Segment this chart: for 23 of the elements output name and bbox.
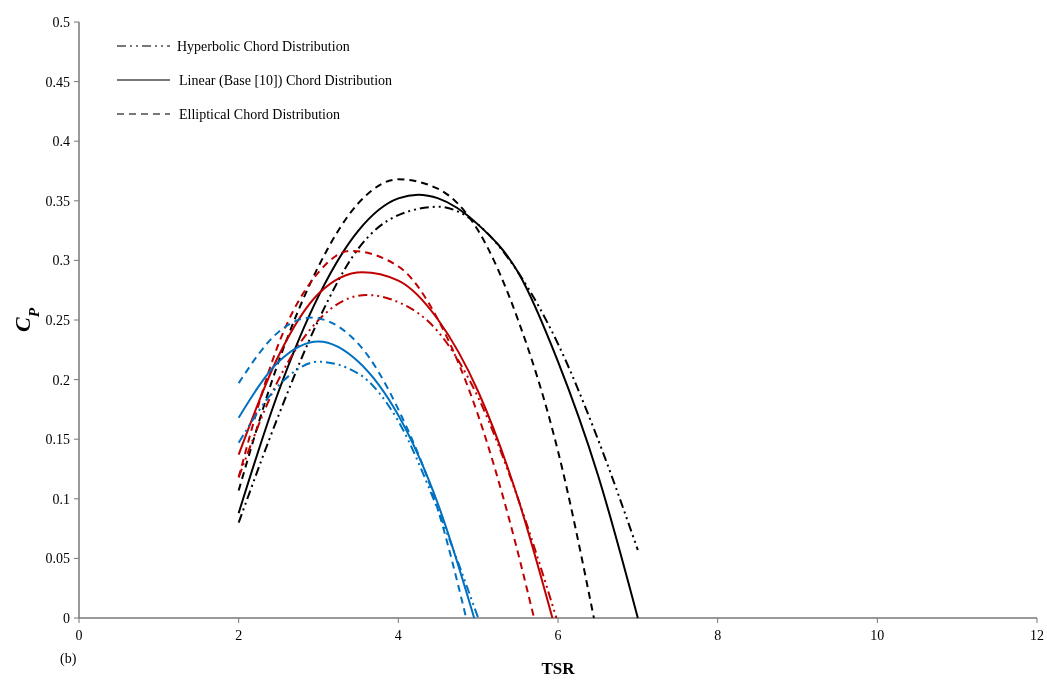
x-tick-label: 12 — [1030, 628, 1044, 643]
y-tick-label: 0.2 — [52, 372, 70, 388]
y-tick-label: 0 — [63, 611, 70, 626]
x-tick-label: 6 — [554, 628, 562, 643]
y-tick-label: 0.5 — [52, 15, 70, 30]
x-axis-title: TSR — [541, 659, 576, 678]
y-tick-label: 0.3 — [52, 253, 70, 269]
annotation: Hyperbolic Chord Distribution — [177, 39, 350, 54]
y-tick-label: 0.1 — [52, 491, 70, 507]
x-tick-label: 10 — [870, 628, 885, 643]
x-tick-label: 8 — [714, 628, 722, 643]
y-tick-label: 0.45 — [45, 74, 70, 90]
y-tick-label: 0.4 — [52, 134, 70, 150]
y-tick-label: 0.25 — [45, 313, 70, 328]
y-tick-label: 0.05 — [45, 551, 70, 567]
y-tick-label: 0.35 — [45, 193, 70, 209]
x-tick-label: 4 — [394, 628, 402, 643]
x-tick-label: 2 — [235, 628, 243, 643]
annotation: Elliptical Chord Distribution — [179, 107, 340, 122]
y-tick-label: 0.15 — [45, 432, 70, 448]
annotation: Linear (Base [10]) Chord Distribution — [179, 73, 393, 89]
text: (b) — [60, 651, 77, 667]
x-tick-label: 0 — [75, 628, 83, 643]
